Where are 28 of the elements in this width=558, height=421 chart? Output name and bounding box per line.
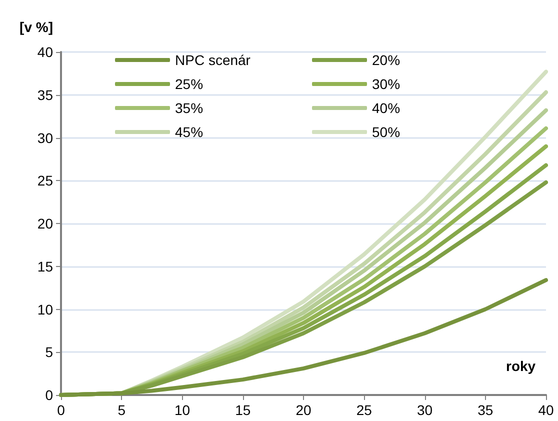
legend-label: NPC scenár: [175, 52, 251, 68]
y-axis-title: [v %]: [20, 19, 53, 35]
x-tick-label: 15: [235, 402, 251, 418]
y-tick-label: 10: [37, 301, 54, 318]
legend-label: 20%: [372, 52, 400, 68]
legend-label: 30%: [372, 76, 400, 92]
y-tick-label: 35: [37, 86, 54, 103]
x-tick-label: 40: [538, 402, 554, 418]
legend-label: 50%: [372, 124, 400, 140]
x-tick-label: 35: [478, 402, 494, 418]
x-tick-label: 20: [296, 402, 312, 418]
y-tick-label: 15: [37, 258, 54, 274]
x-tick-label: 5: [118, 402, 126, 418]
y-tick-label: 20: [37, 216, 54, 232]
y-tick-label: 30: [37, 130, 54, 146]
y-tick-label: 5: [45, 344, 54, 360]
legend-label: 35%: [175, 100, 204, 116]
x-axis-title: roky: [506, 358, 536, 374]
x-tick-label: 10: [174, 402, 190, 418]
y-tick-label: 0: [45, 387, 54, 403]
x-tick-label: 25: [356, 402, 372, 418]
x-tick-label: 0: [57, 402, 66, 418]
legend-label: 40%: [372, 100, 400, 116]
y-tick-label: 25: [37, 172, 54, 189]
legend-label: 45%: [175, 124, 204, 140]
x-tick-label: 30: [416, 402, 433, 418]
legend-label: 25%: [175, 76, 204, 92]
y-tick-label: 40: [37, 44, 54, 60]
